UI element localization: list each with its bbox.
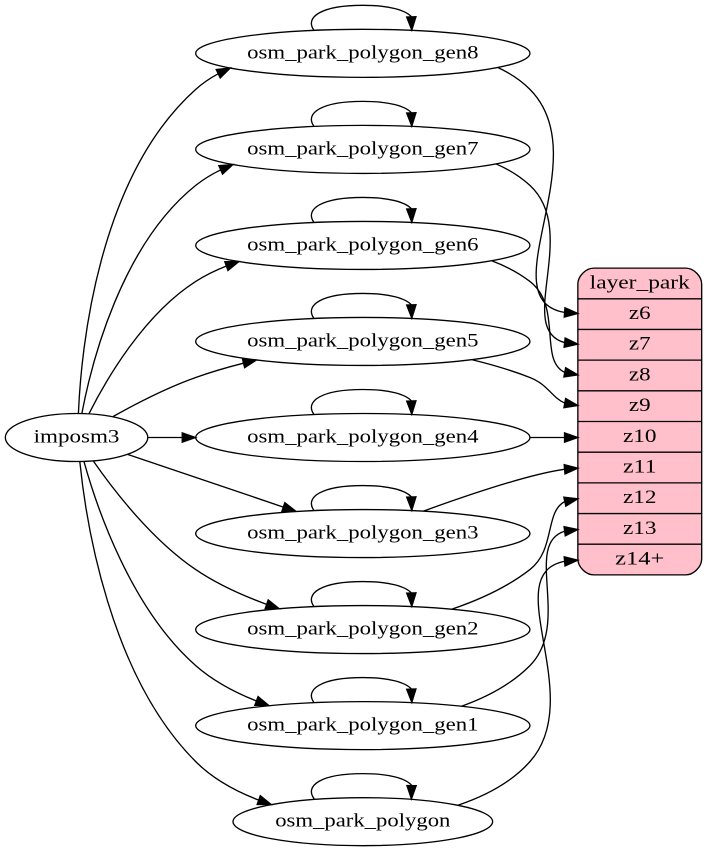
svg-text:imposm3: imposm3 [34,426,120,447]
svg-text:z6: z6 [629,303,651,324]
svg-text:osm_park_polygon_gen3: osm_park_polygon_gen3 [247,522,478,543]
svg-text:osm_park_polygon_gen7: osm_park_polygon_gen7 [247,138,478,159]
svg-text:z7: z7 [629,334,651,355]
svg-text:z13: z13 [623,518,657,539]
svg-text:osm_park_polygon_gen2: osm_park_polygon_gen2 [247,619,478,640]
svg-text:z9: z9 [629,395,651,416]
svg-text:z14+: z14+ [615,548,664,569]
svg-text:layer_park: layer_park [590,272,691,293]
svg-text:z10: z10 [623,426,657,447]
svg-text:osm_park_polygon_gen4: osm_park_polygon_gen4 [247,426,479,447]
svg-text:osm_park_polygon_gen5: osm_park_polygon_gen5 [247,330,478,351]
svg-text:osm_park_polygon_gen1: osm_park_polygon_gen1 [247,715,478,736]
svg-text:osm_park_polygon: osm_park_polygon [275,811,451,832]
svg-text:z11: z11 [623,456,657,477]
svg-text:z8: z8 [629,364,651,385]
svg-text:osm_park_polygon_gen8: osm_park_polygon_gen8 [247,42,478,63]
svg-text:z12: z12 [623,487,657,508]
svg-text:osm_park_polygon_gen6: osm_park_polygon_gen6 [247,234,478,255]
